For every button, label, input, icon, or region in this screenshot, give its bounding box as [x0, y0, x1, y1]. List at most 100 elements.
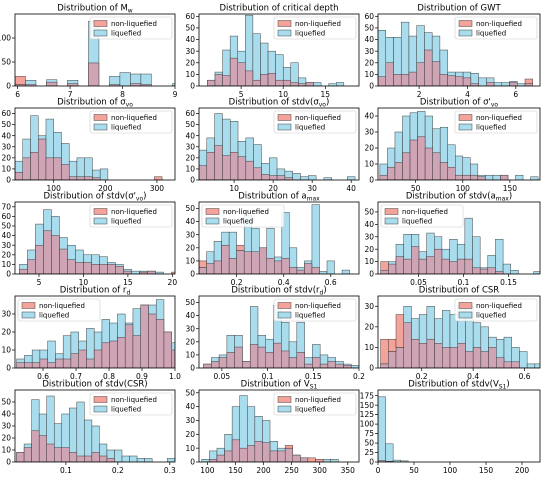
legend-swatch	[458, 311, 473, 319]
bar-overlap	[207, 79, 216, 86]
bar-overlap	[439, 74, 448, 86]
legend-swatch	[93, 29, 108, 37]
x-tick-label: 0.2	[416, 372, 428, 381]
x-tick-label: 0.6	[37, 372, 49, 381]
y-tick-label: 40	[364, 220, 374, 229]
bar-overlap	[267, 73, 276, 86]
bar-overlap	[259, 247, 267, 274]
axes-frame	[377, 389, 541, 463]
x-tick-label: 40	[346, 184, 356, 193]
bar-overlap	[39, 358, 48, 368]
x-tick-label: 8	[120, 90, 125, 99]
y-tick-label: 40	[185, 217, 195, 226]
y-tick-label: 30	[1, 142, 11, 151]
bar-overlap	[107, 264, 116, 274]
bar-overlap	[262, 442, 271, 462]
x-tick-label: 15	[123, 278, 133, 287]
bar-overlap	[245, 160, 254, 180]
axes-frame	[377, 201, 541, 275]
bar-overlap	[254, 441, 263, 462]
legend-label: non-liquefied	[295, 20, 341, 28]
y-tick-label: 30	[185, 230, 195, 239]
bar-overlap	[395, 347, 404, 368]
y-tick-label: 0	[369, 270, 374, 279]
y-tick-label: 10	[364, 70, 374, 79]
bar-non-liquefied	[395, 314, 404, 348]
legend-swatch	[277, 123, 292, 131]
legend: non-liquefied liquefied	[380, 204, 464, 228]
bar-overlap	[409, 139, 418, 180]
y-tick-label: 0	[6, 364, 11, 373]
bar-overlap	[442, 347, 451, 368]
x-tick-label: 300	[313, 466, 328, 475]
panel-title: Distribution of CSR	[419, 286, 500, 296]
panel-title: Distribution of stdv(amax)	[406, 192, 512, 203]
bar-liquefied	[313, 82, 322, 86]
axes-frame	[198, 389, 360, 463]
bar-overlap	[206, 152, 215, 180]
legend-swatch	[205, 208, 220, 215]
bar-liquefied	[114, 449, 123, 462]
bar-liquefied	[292, 173, 301, 180]
x-tick-label: 0.4	[278, 278, 290, 287]
bar-non-liquefied	[388, 338, 397, 352]
bar-overlap	[214, 145, 223, 180]
histogram-panel: 10 20 30 40 0 10 20 30 40 50 60 Distribution of std…	[185, 98, 360, 193]
bar-overlap	[237, 62, 246, 86]
bar-overlap	[400, 74, 410, 86]
x-tick-label: 10	[79, 278, 89, 287]
legend-label: liquefied	[111, 218, 141, 226]
legend-swatch	[21, 302, 36, 309]
bar-overlap	[51, 235, 60, 274]
bar-overlap	[31, 362, 41, 368]
bar-overlap	[335, 363, 344, 368]
histogram-panel: 100 150 200 250 300 350 0 10 20 30 40 50 Distributio…	[185, 380, 360, 475]
bar-overlap	[284, 447, 293, 462]
y-tick-label: 40	[1, 131, 11, 140]
x-tick-label: 0.6	[519, 372, 531, 381]
y-tick-label: 50	[185, 204, 195, 213]
histogram-panel: 0.2 0.4 0.6 0 10 20 30 Distribution of CSR non-l…	[364, 286, 541, 381]
bar-overlap	[61, 164, 70, 180]
axes-frame	[14, 201, 176, 275]
x-tick-label: 9	[173, 90, 178, 99]
bar-overlap	[93, 349, 103, 368]
legend-swatch	[93, 20, 108, 27]
bar-overlap	[434, 343, 443, 368]
bar-liquefied	[252, 33, 261, 86]
bar-liquefied	[330, 459, 339, 462]
axes-frame	[198, 295, 360, 369]
legend-swatch	[458, 20, 473, 27]
bar-overlap	[462, 77, 472, 86]
y-tick-label: 0	[190, 176, 195, 185]
panel-title: Distribution of Mw	[57, 4, 133, 15]
bar-overlap	[388, 263, 397, 274]
bar-liquefied	[472, 236, 481, 274]
y-tick-label: 50	[185, 298, 195, 307]
y-tick-label: 125	[360, 410, 375, 419]
bar-overlap	[24, 362, 33, 368]
legend-swatch	[458, 123, 473, 131]
bar-liquefied	[478, 77, 487, 86]
bar-overlap	[269, 450, 278, 462]
bar-overlap	[300, 457, 309, 462]
y-tick-label: 20	[1, 434, 11, 443]
histogram-panel: 0.05 0.1 0.15 0.2 0 10 20 30 40 50 Distribution of…	[185, 286, 365, 382]
bar-overlap	[76, 455, 85, 462]
x-tick-label: 0.8	[103, 372, 115, 381]
bar-liquefied	[308, 175, 317, 180]
bar-liquefied	[400, 460, 409, 462]
legend-label: non-liquefied	[111, 20, 157, 28]
bar-overlap	[455, 174, 463, 180]
y-tick-label: 20	[185, 430, 195, 439]
bar-overlap	[403, 258, 412, 274]
y-tick-label: 10	[1, 165, 11, 174]
bar-overlap	[296, 269, 305, 274]
bar-overlap	[84, 176, 93, 180]
bar-overlap	[53, 157, 62, 180]
bar-overlap	[403, 322, 412, 368]
x-tick-label: 0	[376, 466, 381, 475]
panel-title: Distribution of stdv(rd)	[231, 286, 326, 297]
bar-liquefied	[347, 176, 356, 180]
